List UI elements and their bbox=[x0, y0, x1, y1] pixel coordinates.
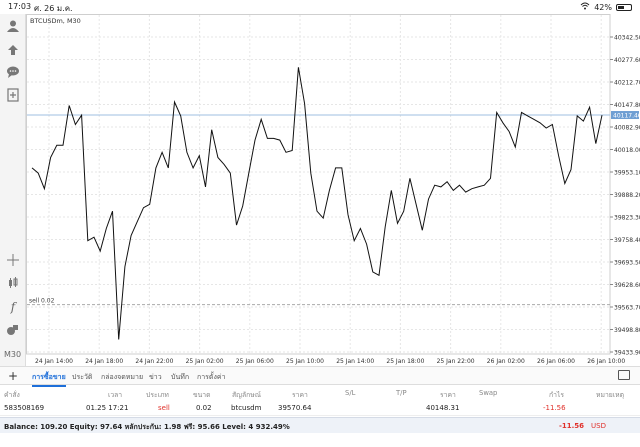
time-tick-label: 26 Jan 06:00 bbox=[537, 358, 575, 365]
price-tick-label: 39498.80 bbox=[614, 327, 640, 334]
col-current-price: ราคา bbox=[440, 391, 456, 399]
crosshair-icon[interactable] bbox=[4, 251, 22, 269]
plot-frame bbox=[26, 14, 611, 355]
objects-icon[interactable] bbox=[4, 321, 22, 339]
chat-icon[interactable] bbox=[4, 63, 22, 81]
positions-table-header: คำสั่ง เวลา ประเภท ขนาด สัญลักษณ์ ราคา S… bbox=[0, 387, 640, 400]
tab-history[interactable]: ประวัติ bbox=[72, 373, 93, 381]
price-tick-label: 39823.30 bbox=[614, 215, 640, 222]
row-profit: -11.56 bbox=[543, 404, 566, 412]
col-type: ประเภท bbox=[146, 391, 169, 399]
status-right: 42% bbox=[580, 2, 632, 12]
balance-bar: Balance: 109.20 Equity: 97.64 หลักประกัน… bbox=[0, 417, 640, 433]
row-open-price: 39570.64 bbox=[278, 404, 312, 412]
tab-trade[interactable]: การซื้อขาย bbox=[32, 373, 66, 387]
indicator-icon[interactable]: f bbox=[10, 300, 16, 314]
price-tick-label: 39953.10 bbox=[614, 170, 640, 177]
price-tick-label: 39888.20 bbox=[614, 192, 640, 199]
battery-percent: 42% bbox=[594, 2, 612, 12]
chart-symbol-label: BTCUSDm, M30 bbox=[30, 17, 81, 25]
price-chart[interactable]: 40342.50 40277.60 40212.70 40147.80 40082.90… bbox=[26, 14, 640, 366]
time-tick-label: 26 Jan 10:00 bbox=[587, 358, 625, 365]
position-row[interactable]: 583508169 01.25 17:21 sell 0.02 btcusdm … bbox=[0, 402, 640, 416]
price-tick-label: 39693.50 bbox=[614, 260, 640, 267]
time-tick-label: 24 Jan 14:00 bbox=[35, 358, 73, 365]
time-tick-label: 25 Jan 18:00 bbox=[386, 358, 424, 365]
price-tick-label: 40342.50 bbox=[614, 35, 640, 42]
person-icon[interactable] bbox=[4, 17, 22, 35]
left-toolbar: f M30 bbox=[0, 14, 26, 366]
col-profit: กำไร bbox=[549, 391, 565, 399]
time-tick-label: 25 Jan 14:00 bbox=[336, 358, 374, 365]
terminal-tabs: + การซื้อขาย ประวัติ กล่องจดหมาย ข่าว บั… bbox=[0, 366, 640, 387]
price-tick-label: 40147.80 bbox=[614, 102, 640, 109]
row-volume: 0.02 bbox=[196, 404, 212, 412]
tab-settings[interactable]: การตั้งค่า bbox=[197, 373, 226, 381]
timeframe-button[interactable]: M30 bbox=[4, 350, 22, 359]
price-tick-label: 39433.90 bbox=[614, 350, 640, 357]
candles-icon[interactable] bbox=[4, 274, 22, 292]
chart-svg: 40342.50 40277.60 40212.70 40147.80 40082.90… bbox=[26, 14, 640, 365]
price-tick-label: 39628.60 bbox=[614, 282, 640, 289]
price-series-line bbox=[31, 67, 603, 340]
time-tick-label: 24 Jan 22:00 bbox=[135, 358, 173, 365]
row-order: 583508169 bbox=[4, 404, 45, 412]
col-price: ราคา bbox=[292, 391, 308, 399]
status-time: 17:03 bbox=[8, 2, 32, 11]
expand-icon[interactable] bbox=[618, 370, 630, 380]
row-current-price: 40148.31 bbox=[426, 404, 460, 412]
balance-pl: -11.56 bbox=[558, 422, 584, 430]
row-type: sell bbox=[158, 404, 170, 412]
tab-news[interactable]: ข่าว bbox=[149, 373, 162, 381]
col-sl: S/L bbox=[345, 389, 356, 397]
price-tick-label: 40018.00 bbox=[614, 147, 640, 154]
price-tick-label: 40212.70 bbox=[614, 80, 640, 87]
status-bar: 17:03 ศ. 26 ม.ค. 42% bbox=[0, 0, 640, 14]
sell-level-label: sell 0.02 bbox=[29, 298, 55, 305]
col-volume: ขนาด bbox=[193, 391, 211, 399]
tab-journal[interactable]: บันทึก bbox=[171, 373, 190, 381]
new-chart-icon[interactable] bbox=[4, 86, 22, 104]
time-tick-label: 25 Jan 02:00 bbox=[186, 358, 224, 365]
time-tick-label: 26 Jan 02:00 bbox=[487, 358, 525, 365]
time-tick-label: 25 Jan 10:00 bbox=[286, 358, 324, 365]
balance-summary: Balance: 109.20 Equity: 97.64 หลักประกัน… bbox=[4, 423, 290, 431]
tab-mailbox[interactable]: กล่องจดหมาย bbox=[101, 373, 144, 381]
add-order-icon[interactable] bbox=[4, 40, 22, 58]
price-tick-label: 40277.60 bbox=[614, 57, 640, 64]
col-comment: หมายเหตุ bbox=[596, 391, 624, 399]
row-symbol: btcusdm bbox=[231, 404, 262, 412]
col-swap: Swap bbox=[479, 389, 498, 397]
row-time: 01.25 17:21 bbox=[86, 404, 129, 412]
current-price-label: 40117.46 bbox=[613, 113, 640, 120]
add-icon[interactable]: + bbox=[8, 369, 19, 383]
status-date: ศ. 26 ม.ค. bbox=[34, 4, 73, 13]
wifi-icon bbox=[580, 2, 590, 12]
col-symbol: สัญลักษณ์ bbox=[232, 391, 262, 399]
col-order: คำสั่ง bbox=[4, 391, 20, 399]
price-tick-label: 39563.70 bbox=[614, 305, 640, 312]
time-tick-label: 25 Jan 22:00 bbox=[437, 358, 475, 365]
current-price-tag bbox=[611, 111, 639, 120]
col-time: เวลา bbox=[108, 391, 123, 399]
col-tp: T/P bbox=[396, 389, 407, 397]
time-tick-label: 25 Jan 06:00 bbox=[236, 358, 274, 365]
time-tick-label: 24 Jan 18:00 bbox=[85, 358, 123, 365]
balance-currency: USD bbox=[591, 422, 606, 430]
battery-icon bbox=[616, 3, 632, 11]
price-tick-label: 40082.90 bbox=[614, 125, 640, 132]
price-tick-label: 39758.40 bbox=[614, 237, 640, 244]
